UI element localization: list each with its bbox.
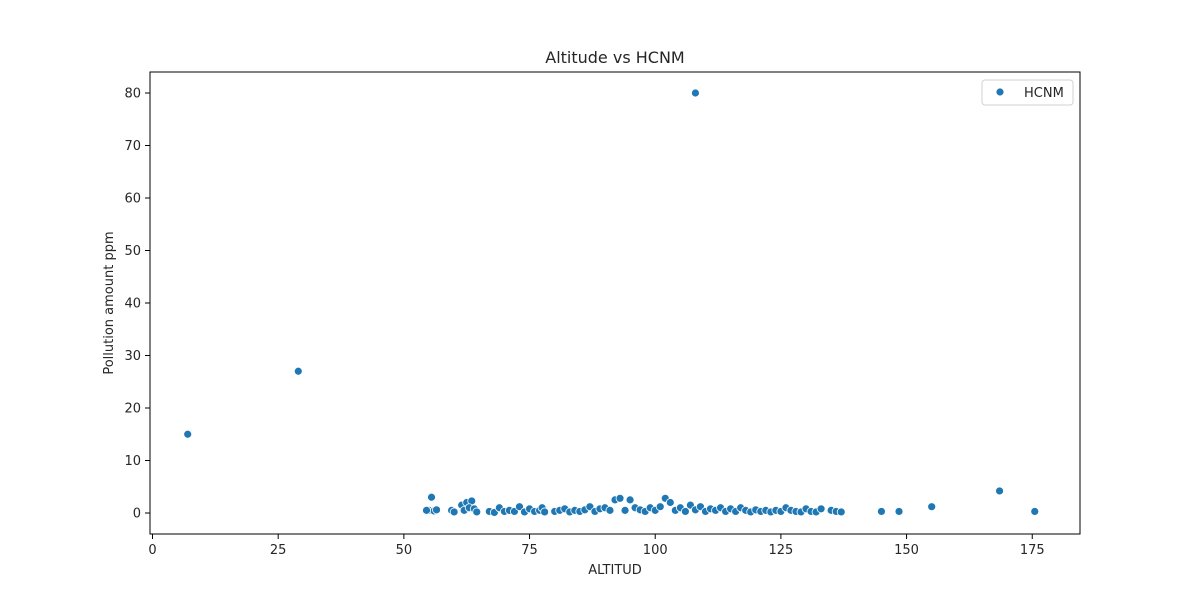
data-point xyxy=(665,498,675,507)
data-point xyxy=(540,507,550,517)
y-tick-label: 30 xyxy=(124,349,141,364)
x-tick-label: 25 xyxy=(270,543,287,558)
x-tick-label: 0 xyxy=(148,543,156,558)
x-axis-label: ALTITUD xyxy=(588,563,642,578)
x-tick-label: 150 xyxy=(894,543,919,558)
data-point xyxy=(515,502,524,512)
data-point xyxy=(472,507,482,517)
y-ticks: 0 10 20 30 40 50 60 70 80 xyxy=(124,87,150,522)
data-point xyxy=(432,505,441,515)
y-tick-label: 70 xyxy=(124,139,141,154)
data-point xyxy=(927,502,937,512)
chart-title: Altitude vs HCNM xyxy=(545,48,684,67)
data-point xyxy=(615,493,625,503)
data-point xyxy=(449,507,459,517)
y-tick-label: 20 xyxy=(124,402,141,417)
data-point xyxy=(427,492,436,502)
x-tick-label: 100 xyxy=(643,543,668,558)
data-point xyxy=(293,366,303,376)
y-tick-label: 50 xyxy=(124,244,141,259)
y-axis-label: Pollution amount ppm xyxy=(102,231,117,374)
y-tick-label: 0 xyxy=(133,507,141,522)
y-tick-label: 40 xyxy=(124,297,141,312)
y-tick-label: 60 xyxy=(124,192,141,207)
y-tick-label: 10 xyxy=(124,454,141,469)
data-point xyxy=(625,495,635,505)
x-tick-label: 75 xyxy=(521,543,538,558)
data-point xyxy=(620,505,630,515)
x-tick-label: 125 xyxy=(768,543,793,558)
data-point xyxy=(605,505,615,515)
x-tick-label: 175 xyxy=(1020,543,1045,558)
y-tick-label: 80 xyxy=(124,87,141,102)
plot-area xyxy=(149,71,1081,535)
data-point xyxy=(995,486,1004,496)
data-point xyxy=(655,502,665,512)
data-point xyxy=(691,88,700,98)
legend-marker xyxy=(995,87,1005,97)
data-point xyxy=(1030,507,1040,516)
data-point xyxy=(680,507,690,516)
data-points xyxy=(183,88,1040,517)
legend-box xyxy=(981,79,1074,106)
data-point xyxy=(816,504,826,514)
data-point xyxy=(422,505,431,515)
data-point xyxy=(894,507,904,516)
legend: HCNM xyxy=(981,79,1074,106)
x-ticks: 0 25 50 75 100 125 150 175 xyxy=(148,534,1045,558)
data-point xyxy=(183,429,193,439)
x-tick-label: 50 xyxy=(396,543,413,558)
data-point xyxy=(877,507,886,516)
legend-label: HCNM xyxy=(1024,86,1064,101)
data-point xyxy=(836,507,846,517)
